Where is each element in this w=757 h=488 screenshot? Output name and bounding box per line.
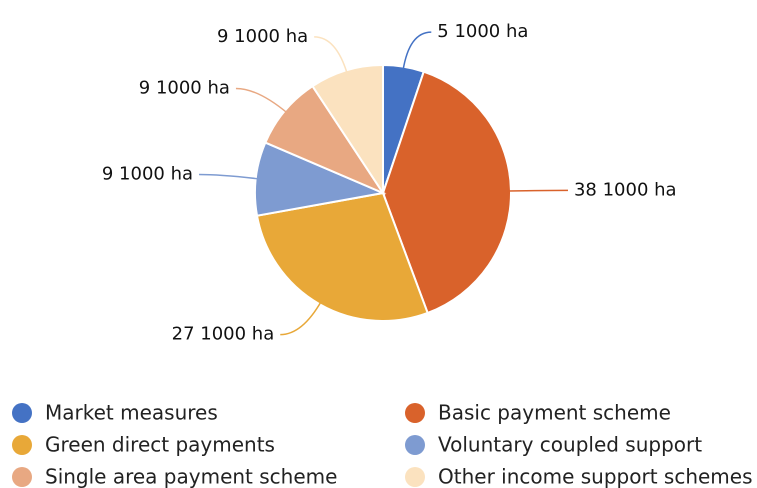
legend-label: Basic payment scheme: [438, 401, 671, 425]
data-label: 9 1000 ha: [102, 164, 193, 185]
legend-label: Voluntary coupled support: [438, 433, 702, 457]
leader-line: [506, 189, 568, 192]
legend-swatch: [405, 467, 425, 487]
leader-line: [199, 173, 260, 180]
data-label: 9 1000 ha: [139, 77, 230, 98]
legend-label: Green direct payments: [45, 433, 275, 457]
leader-line: [314, 36, 349, 75]
data-label: 27 1000 ha: [172, 324, 275, 345]
data-label: 5 1000 ha: [437, 21, 528, 42]
legend-label: Other income support schemes: [438, 465, 753, 488]
legend-swatch: [12, 403, 32, 423]
leader-line: [402, 31, 432, 71]
data-label: 38 1000 ha: [574, 179, 677, 200]
leader-line: [280, 300, 323, 336]
legend-swatch: [405, 435, 425, 455]
legend-swatch: [12, 467, 32, 487]
legend-swatch: [12, 435, 32, 455]
legend-label: Single area payment scheme: [45, 465, 337, 488]
data-label: 9 1000 ha: [217, 26, 308, 47]
legend-label: Market measures: [45, 401, 218, 425]
legend-swatch: [405, 403, 425, 423]
leader-line: [235, 87, 289, 115]
